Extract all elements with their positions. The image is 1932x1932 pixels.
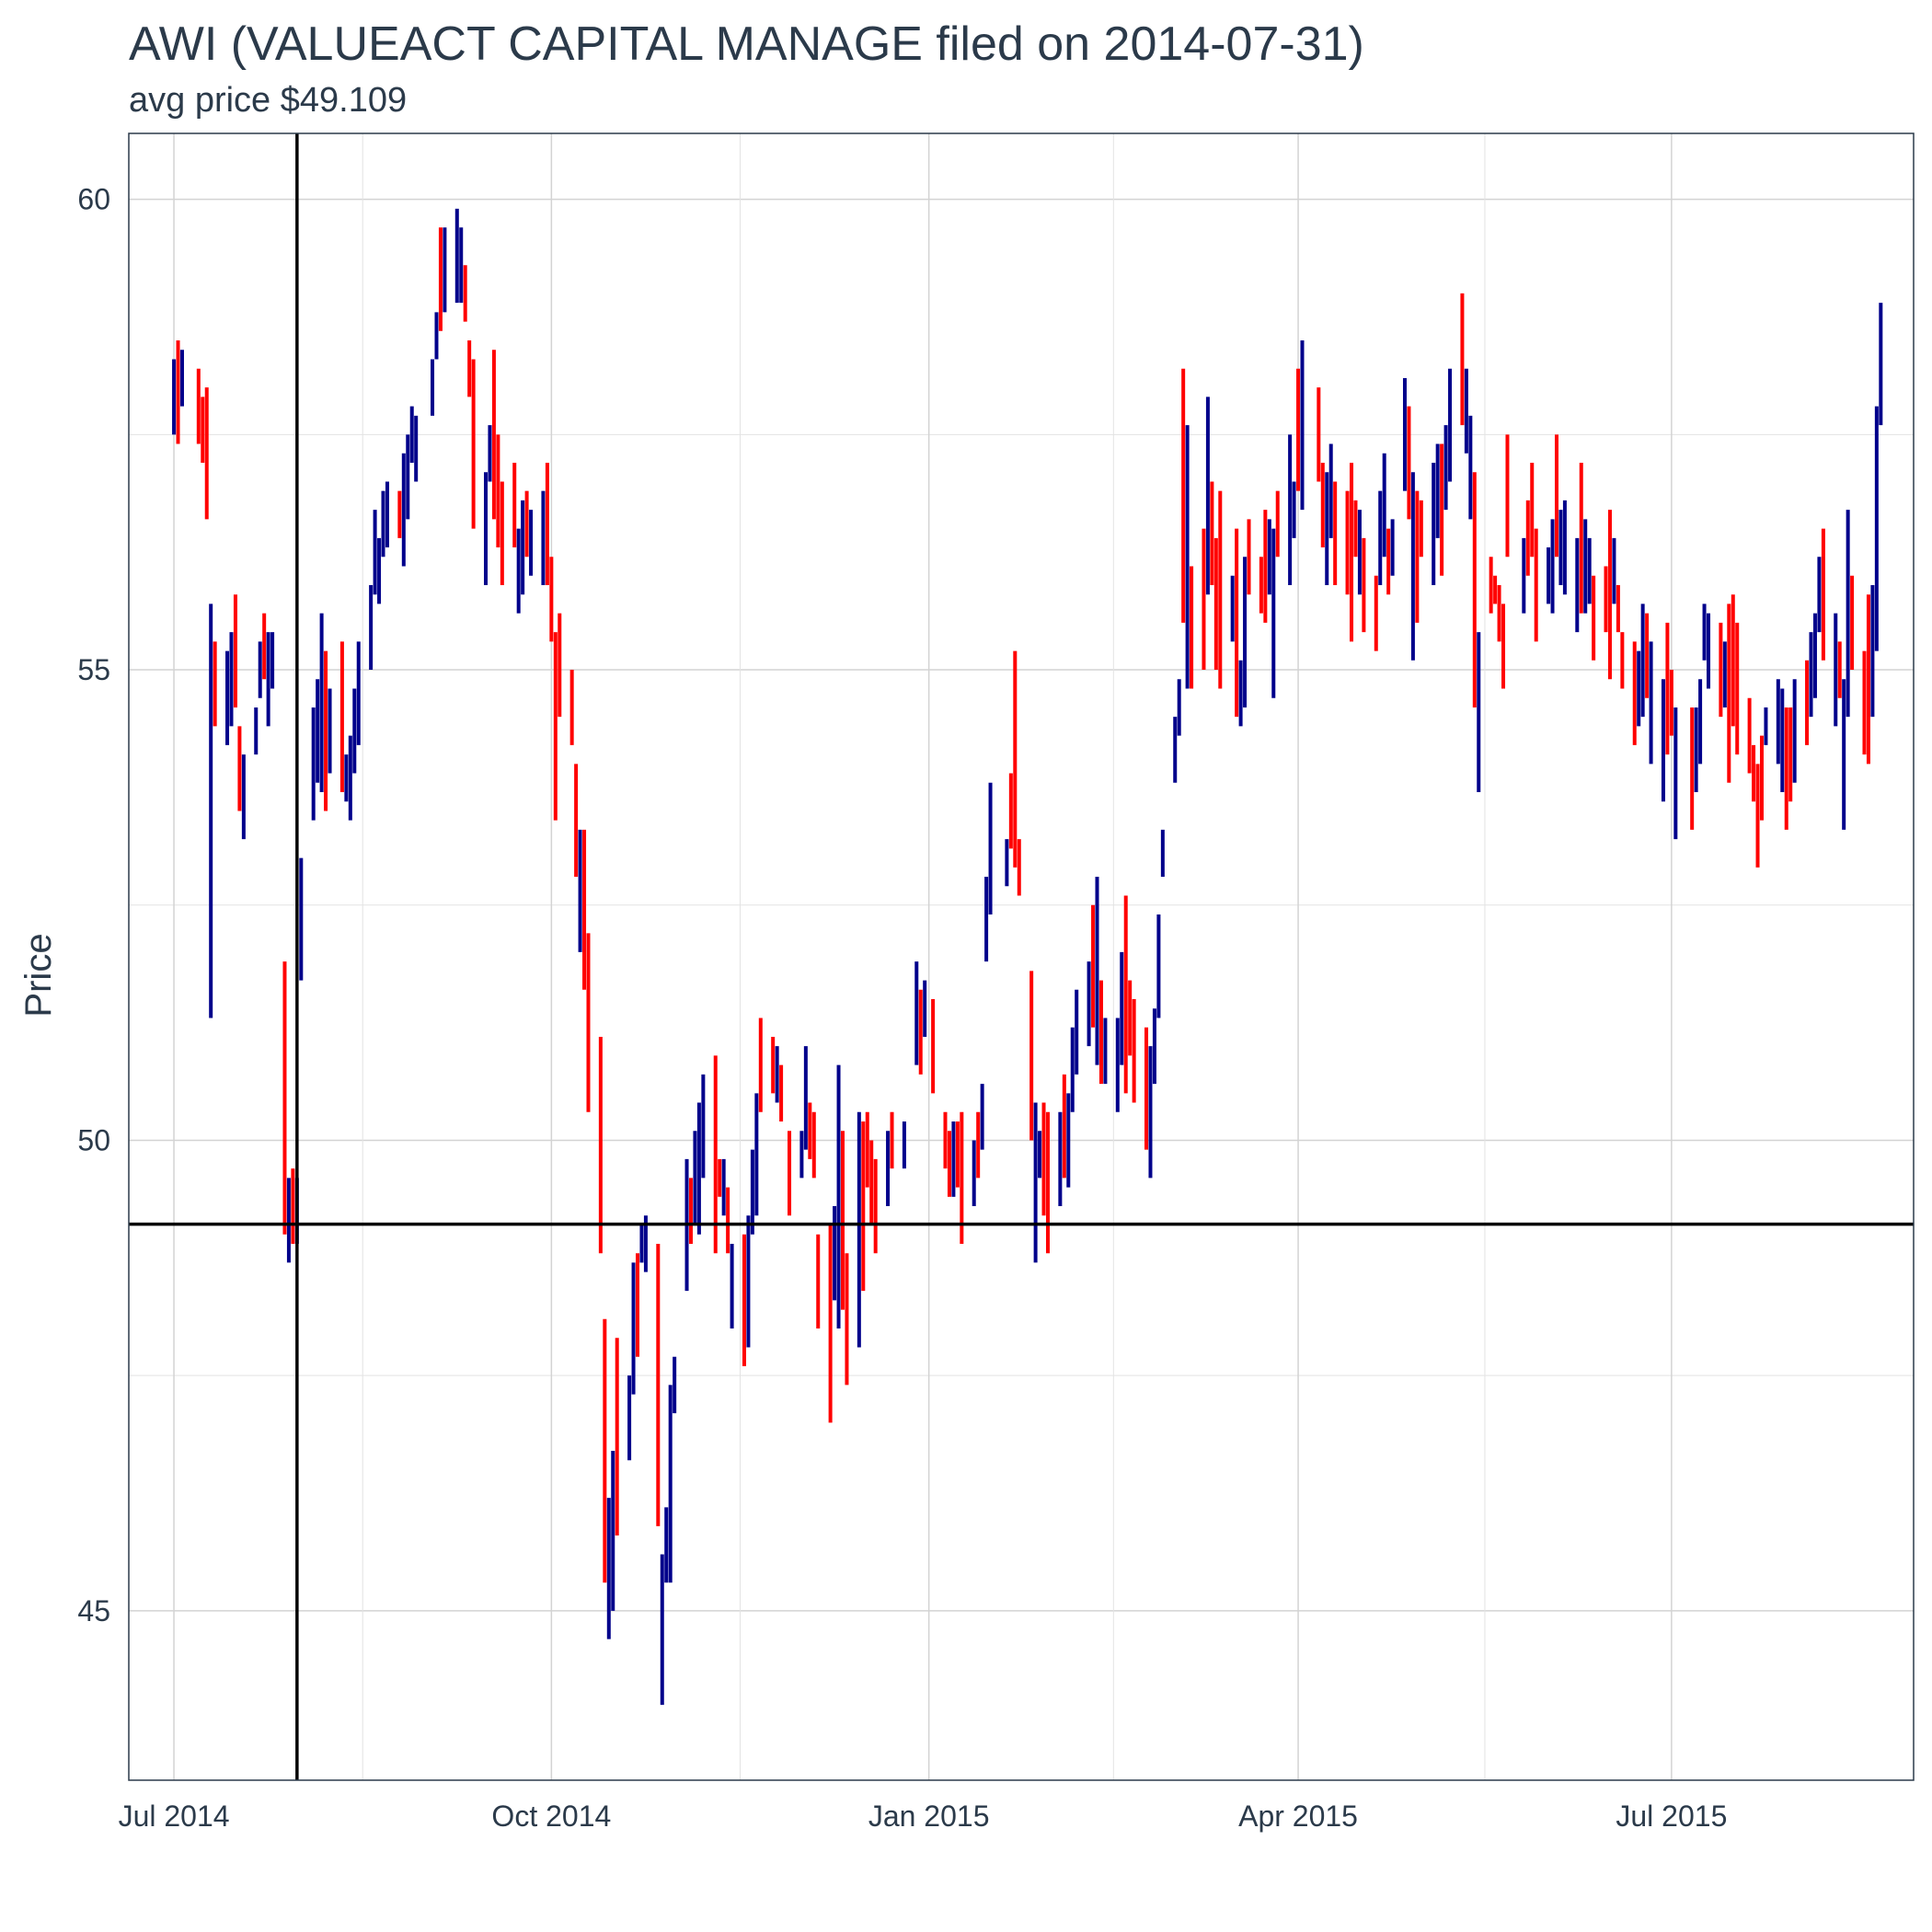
plot-panel-border xyxy=(128,132,1915,1781)
price-bars xyxy=(172,208,1883,1706)
grid-lines xyxy=(129,133,1914,1780)
x-tick-label: Jul 2015 xyxy=(1616,1800,1727,1833)
reference-lines xyxy=(129,133,1914,1780)
x-tick-label: Jul 2014 xyxy=(119,1800,230,1833)
y-axis-title: Price xyxy=(18,933,59,1017)
x-tick-label: Oct 2014 xyxy=(491,1800,611,1833)
x-tick-label: Apr 2015 xyxy=(1238,1800,1358,1833)
y-tick-label: 50 xyxy=(77,1123,110,1156)
axis-ticks: 45 50 55 60 Jul 2014 Oct 2014 Jan 2015 Apr 2015… xyxy=(77,183,1727,1833)
y-tick-label: 45 xyxy=(77,1594,110,1627)
chart-subtitle: avg price $49.109 xyxy=(129,81,408,120)
chart-title: AWI (VALUEACT CAPITAL MANAGE filed on 20… xyxy=(129,17,1364,71)
y-tick-label: 55 xyxy=(77,653,110,686)
x-tick-label: Jan 2015 xyxy=(868,1800,990,1833)
y-tick-label: 60 xyxy=(77,183,110,216)
